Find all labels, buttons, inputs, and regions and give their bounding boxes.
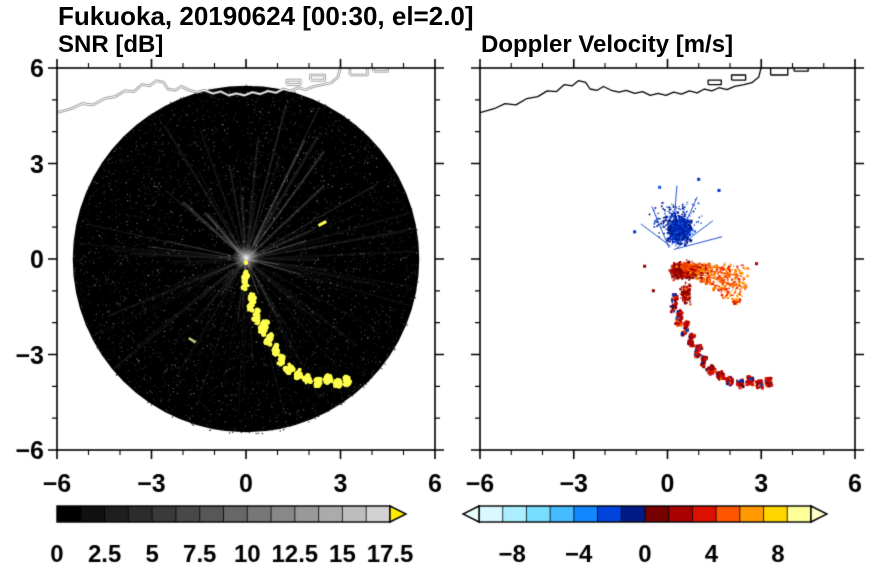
figure-title: Fukuoka, 20190624 [00:30, el=2.0] [58, 1, 474, 31]
doppler-panel-title: Doppler Velocity [m/s] [481, 31, 734, 58]
snr-panel-title: SNR [dB] [58, 31, 164, 58]
